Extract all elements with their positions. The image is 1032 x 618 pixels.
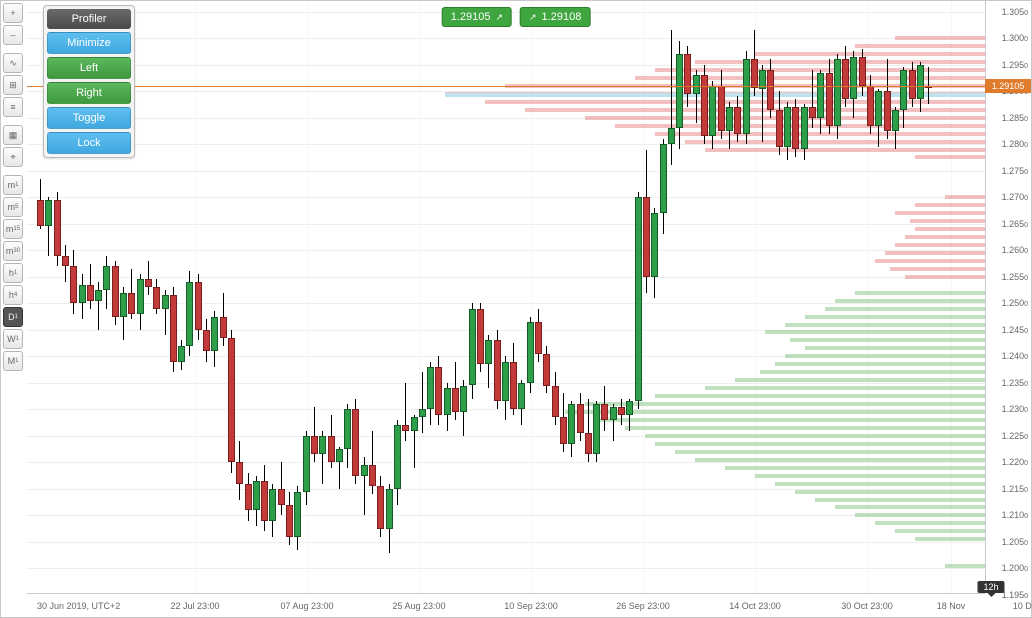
tool-indicators[interactable]: ∿ bbox=[3, 53, 23, 73]
tool-m30[interactable]: m30 bbox=[3, 241, 23, 261]
y-tick-label: 1.2050 bbox=[1002, 537, 1028, 547]
tool-m15[interactable]: m15 bbox=[3, 219, 23, 239]
y-tick-label: 1.2450 bbox=[1002, 325, 1028, 335]
y-tick-label: 1.2650 bbox=[1002, 219, 1028, 229]
ask-badge[interactable]: ↗ 1.29108 bbox=[520, 7, 590, 27]
tool-m1[interactable]: m1 bbox=[3, 175, 23, 195]
tool-zoom-in[interactable]: + bbox=[3, 3, 23, 23]
y-tick-label: 1.2350 bbox=[1002, 378, 1028, 388]
profiler-panel: Profiler Minimize Left Right Toggle Lock bbox=[43, 5, 135, 158]
x-tick-label: 25 Aug 23:00 bbox=[392, 601, 445, 611]
y-tick-label: 1.2250 bbox=[1002, 431, 1028, 441]
tool-h4[interactable]: h4 bbox=[3, 285, 23, 305]
profiler-left-button[interactable]: Left bbox=[47, 57, 131, 79]
y-tick-label: 1.2200 bbox=[1002, 457, 1028, 467]
x-tick-label: 26 Sep 23:00 bbox=[616, 601, 670, 611]
x-tick-label: 30 Oct 23:00 bbox=[841, 601, 893, 611]
x-tick-label: 18 Nov bbox=[937, 601, 966, 611]
y-tick-label: 1.3000 bbox=[1002, 33, 1028, 43]
tool-cursor[interactable]: ⌖ bbox=[3, 147, 23, 167]
bid-value: 1.29105 bbox=[451, 11, 491, 23]
profiler-right-button[interactable]: Right bbox=[47, 82, 131, 104]
profiler-toggle-button[interactable]: Toggle bbox=[47, 107, 131, 129]
x-tick-label: 10 Sep 23:00 bbox=[504, 601, 558, 611]
profiler-lock-button[interactable]: Lock bbox=[47, 132, 131, 154]
y-tick-label: 1.1950 bbox=[1002, 590, 1028, 600]
y-tick-label: 1.2600 bbox=[1002, 245, 1028, 255]
profiler-minimize-button[interactable]: Minimize bbox=[47, 32, 131, 54]
tool-grid[interactable]: ▦ bbox=[3, 125, 23, 145]
x-axis: 30 Jun 2019, UTC+2 22 Jul 23:00 07 Aug 23:… bbox=[27, 593, 985, 617]
y-tick-label: 1.2300 bbox=[1002, 404, 1028, 414]
current-price-tag: 1.29105 bbox=[985, 79, 1031, 93]
time-pointer: 12h bbox=[977, 581, 1004, 593]
x-tick-label: 14 Oct 23:00 bbox=[729, 601, 781, 611]
price-badges: 1.29105 ↗ ↗ 1.29108 bbox=[442, 7, 591, 27]
y-tick-label: 1.2850 bbox=[1002, 113, 1028, 123]
side-toolbar: +– ∿⊞≡ ▦⌖ m1m5m15m30h1h4D1W1M1 bbox=[3, 3, 25, 371]
y-tick-label: 1.2700 bbox=[1002, 192, 1028, 202]
y-tick-label: 1.3050 bbox=[1002, 7, 1028, 17]
y-tick-label: 1.2750 bbox=[1002, 166, 1028, 176]
x-tick-label: 10 Dec bbox=[1013, 601, 1032, 611]
bid-badge[interactable]: 1.29105 ↗ bbox=[442, 7, 512, 27]
current-price-line bbox=[27, 86, 985, 87]
arrow-up-icon: ↗ bbox=[529, 12, 537, 23]
y-tick-label: 1.2550 bbox=[1002, 272, 1028, 282]
y-tick-label: 1.2800 bbox=[1002, 139, 1028, 149]
tool-fib[interactable]: ≡ bbox=[3, 97, 23, 117]
tool-tools[interactable]: ⊞ bbox=[3, 75, 23, 95]
y-tick-label: 1.2950 bbox=[1002, 60, 1028, 70]
price-chart[interactable]: 1.30501.30001.29501.29001.28501.28001.27… bbox=[27, 1, 1031, 617]
x-tick-label: 22 Jul 23:00 bbox=[170, 601, 219, 611]
x-tick-label: 07 Aug 23:00 bbox=[280, 601, 333, 611]
y-tick-label: 1.2500 bbox=[1002, 298, 1028, 308]
tool-m5[interactable]: m5 bbox=[3, 197, 23, 217]
y-tick-label: 1.2100 bbox=[1002, 510, 1028, 520]
tool-h1[interactable]: h1 bbox=[3, 263, 23, 283]
tool-D1[interactable]: D1 bbox=[3, 307, 23, 327]
tool-zoom-out[interactable]: – bbox=[3, 25, 23, 45]
y-tick-label: 1.2000 bbox=[1002, 563, 1028, 573]
tool-W1[interactable]: W1 bbox=[3, 329, 23, 349]
tool-M1[interactable]: M1 bbox=[3, 351, 23, 371]
profiler-title: Profiler bbox=[47, 9, 131, 29]
ask-value: 1.29108 bbox=[542, 11, 582, 23]
arrow-up-icon: ↗ bbox=[495, 12, 503, 23]
candles-layer bbox=[27, 1, 985, 593]
y-tick-label: 1.2150 bbox=[1002, 484, 1028, 494]
x-tick-label: 30 Jun 2019, UTC+2 bbox=[37, 601, 120, 611]
y-tick-label: 1.2400 bbox=[1002, 351, 1028, 361]
